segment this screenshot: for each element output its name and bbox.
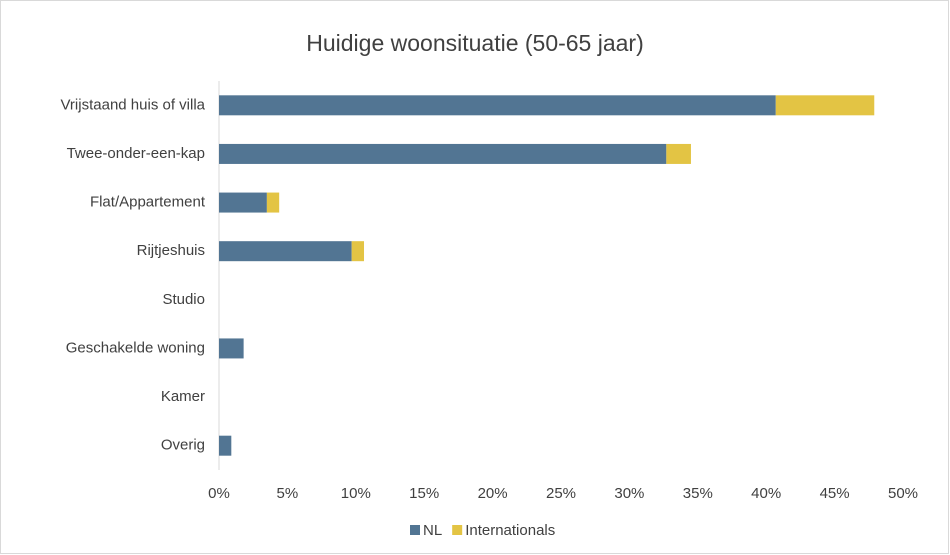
- bar-segment: [219, 143, 667, 164]
- y-tick-label: Studio: [162, 291, 205, 308]
- legend-label: NL: [423, 522, 442, 539]
- x-tick-label: 15%: [409, 485, 439, 502]
- y-tick-label: Flat/Appartement: [90, 194, 206, 211]
- bar-segment: [219, 95, 776, 116]
- y-tick-label: Rijtjeshuis: [137, 242, 205, 259]
- bar-segment: [666, 143, 691, 164]
- bar-segment: [219, 435, 232, 456]
- chart-title: Huidige woonsituatie (50-65 jaar): [306, 30, 644, 56]
- bar-segment: [775, 95, 875, 116]
- bar-segment: [266, 192, 280, 213]
- x-tick-label: 45%: [820, 485, 850, 502]
- x-tick-label: 10%: [341, 485, 371, 502]
- legend-swatch: [410, 525, 420, 535]
- legend-label: Internationals: [465, 522, 555, 539]
- x-tick-label: 40%: [751, 485, 781, 502]
- bar-segment: [219, 338, 244, 359]
- y-tick-label: Vrijstaand huis of villa: [60, 96, 205, 113]
- y-tick-label: Twee-onder-een-kap: [67, 145, 205, 162]
- legend-swatch: [452, 525, 463, 535]
- x-tick-label: 0%: [208, 485, 230, 502]
- x-tick-label: 50%: [888, 485, 918, 502]
- x-tick-label: 20%: [478, 485, 508, 502]
- y-tick-label: Geschakelde woning: [66, 339, 205, 356]
- x-tick-label: 25%: [546, 485, 576, 502]
- x-tick-label: 5%: [277, 485, 299, 502]
- y-tick-label: Overig: [161, 437, 205, 454]
- x-tick-label: 35%: [683, 485, 713, 502]
- bar-segment: [219, 192, 267, 213]
- x-tick-label: 30%: [614, 485, 644, 502]
- bar-segment: [351, 241, 365, 262]
- bar-segment: [219, 241, 352, 262]
- y-tick-label: Kamer: [161, 388, 205, 405]
